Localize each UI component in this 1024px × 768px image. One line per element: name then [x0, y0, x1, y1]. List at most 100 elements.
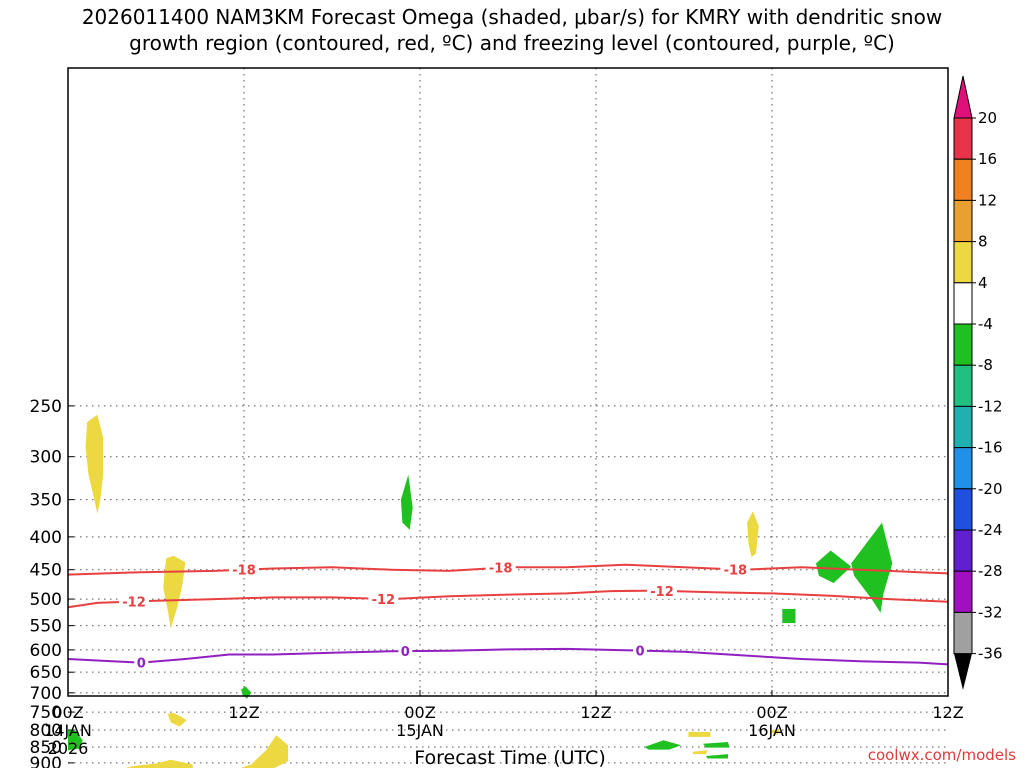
chart-title-line-2: growth region (contoured, red, ºC) and f…: [129, 31, 895, 55]
y-tick-label-700: 700: [30, 684, 62, 704]
y-tick-label-650: 650: [30, 663, 62, 683]
y-tick-label-600: 600: [30, 641, 62, 661]
colorbar-swatch-12: [953, 611, 973, 655]
omega-neg-right-low-2: [703, 742, 730, 748]
omega-pos-lower-1: [167, 712, 187, 727]
colorbar-swatch-10: [953, 529, 973, 572]
colorbar: 20 16 12 8 4 -4 -8 -12 -16 -20 -24 -28 -32 -36: [953, 75, 1003, 690]
dgz-minus12-label-bg-1: [368, 590, 399, 607]
dgz-minus18-label-1: -18: [489, 562, 513, 577]
omega-neg-right-3: [782, 608, 796, 624]
x-tick-label-2: 00Z: [404, 703, 435, 722]
y-tick-label-750: 750: [30, 703, 62, 723]
dgz-minus12-label-0: -12: [122, 596, 146, 611]
colorbar-label-8: -16: [978, 439, 1003, 457]
plot-background: [68, 68, 948, 696]
colorbar-swatch-2: [953, 199, 973, 243]
colorbar-label-5: -4: [978, 315, 993, 333]
colorbar-swatch-11: [953, 570, 973, 613]
y-tick-label-500: 500: [30, 590, 62, 610]
freezing-level-label-1: 0: [401, 645, 410, 660]
x-date-label-4: 16JAN: [748, 721, 796, 740]
dgz-minus18-label-0: -18: [232, 564, 256, 579]
credit-text: coolwx.com/models: [868, 746, 1016, 764]
chart-title-line-1: 2026011400 NAM3KM Forecast Omega (shaded…: [82, 5, 942, 29]
y-tick-label-400: 400: [30, 528, 62, 548]
omega-neg-left-edge: [68, 730, 83, 751]
colorbar-label-2: 12: [978, 191, 997, 209]
colorbar-swatch-8: [953, 447, 973, 490]
omega-neg-right-1: [816, 550, 852, 583]
dgz-minus12-line: [67, 589, 949, 609]
colorbar-label-7: -12: [978, 397, 1003, 415]
colorbar-label-9: -20: [978, 480, 1003, 498]
colorbar-bottom-triangle: [954, 653, 972, 690]
colorbar-label-1: 16: [978, 150, 997, 168]
y-tick-label-450: 450: [30, 561, 62, 581]
omega-neg-right-low-1: [644, 740, 682, 750]
omega-pos-lower-3: [240, 735, 288, 768]
colorbar-swatch-0: [953, 117, 973, 160]
dgz-minus18-label-bg-2: [720, 561, 751, 578]
colorbar-swatch-3: [953, 241, 973, 284]
omega-pos-upper-left: [85, 414, 104, 514]
x-tick-label-0: 00Z: [52, 703, 83, 722]
omega-pos-low-right-1: [688, 731, 711, 737]
colorbar-label-11: -28: [978, 562, 1003, 580]
x-date-label-0: 14JAN: [44, 721, 92, 740]
dgz-minus12-label-1: -12: [372, 593, 396, 608]
y-tick-label-900: 900: [30, 754, 62, 768]
freezing-level-line: [67, 647, 949, 666]
colorbar-swatch-1: [953, 158, 973, 201]
x-tick-label-5: 12Z: [932, 703, 963, 722]
x-tick-label-3: 12Z: [580, 703, 611, 722]
dgz-minus12-label-bg-0: [119, 593, 149, 610]
colorbar-top-triangle: [953, 75, 973, 119]
colorbar-label-13: -36: [978, 645, 1003, 663]
y-tick-label-850: 850: [30, 738, 62, 758]
y-tick-label-800: 800: [30, 721, 62, 741]
omega-pos-low-right-4: [772, 729, 780, 735]
omega-pos-lower-2: [125, 759, 193, 768]
omega-pos-top-right: [747, 511, 759, 557]
y-tick-label-550: 550: [30, 617, 62, 637]
freezing-level-label-bg-0: [134, 654, 149, 671]
omega-neg-right-low-3: [706, 754, 728, 759]
colorbar-label-10: -24: [978, 521, 1003, 539]
y-tick-label-250: 250: [30, 397, 62, 417]
colorbar-label-3: 8: [978, 233, 988, 251]
colorbar-swatch-7: [953, 405, 973, 449]
dgz-minus18-label-bg-0: [229, 561, 259, 578]
dgz-minus18-label-bg-1: [485, 559, 516, 576]
colorbar-label-0: 20: [978, 109, 997, 127]
x-date-label-2: 15JAN: [396, 721, 444, 740]
omega-pos-low-right-2: [692, 750, 708, 755]
colorbar-swatch-9: [953, 488, 973, 531]
colorbar-swatch-4: [953, 282, 973, 325]
dgz-minus18-label-2: -18: [724, 563, 748, 578]
dgz-minus12-label-2: -12: [650, 585, 674, 600]
y-tick-label-300: 300: [30, 448, 62, 468]
plot-frame: [67, 67, 949, 697]
contour-lines: -18 -18 -18 -12 -12 -12 0 0 0: [67, 559, 949, 672]
colorbar-label-4: 4: [978, 274, 988, 292]
freezing-level-label-bg-1: [398, 643, 413, 660]
colorbar-label-6: -8: [978, 356, 993, 374]
y-tick-label-350: 350: [30, 491, 62, 511]
x-tick-label-4: 00Z: [756, 703, 787, 722]
x-axis-title: Forecast Time (UTC): [414, 747, 605, 768]
colorbar-label-12: -32: [978, 603, 1003, 621]
omega-neg-upper-mid: [400, 474, 413, 530]
dgz-minus12-label-bg-2: [647, 582, 677, 599]
pressure-axis-labels: 250 300 350 400 450 500 550 6006507007508008509…: [30, 397, 62, 768]
omega-pos-column-left: [163, 555, 186, 629]
freezing-level-label-2: 0: [635, 645, 644, 660]
x-tick-label-1: 12Z: [228, 703, 259, 722]
freezing-level-label-0: 0: [137, 657, 146, 672]
omega-neg-right-2: [851, 522, 893, 613]
omega-shading: [68, 414, 893, 768]
freezing-level-label-bg-2: [633, 642, 647, 659]
colorbar-swatch-5: [953, 323, 973, 366]
